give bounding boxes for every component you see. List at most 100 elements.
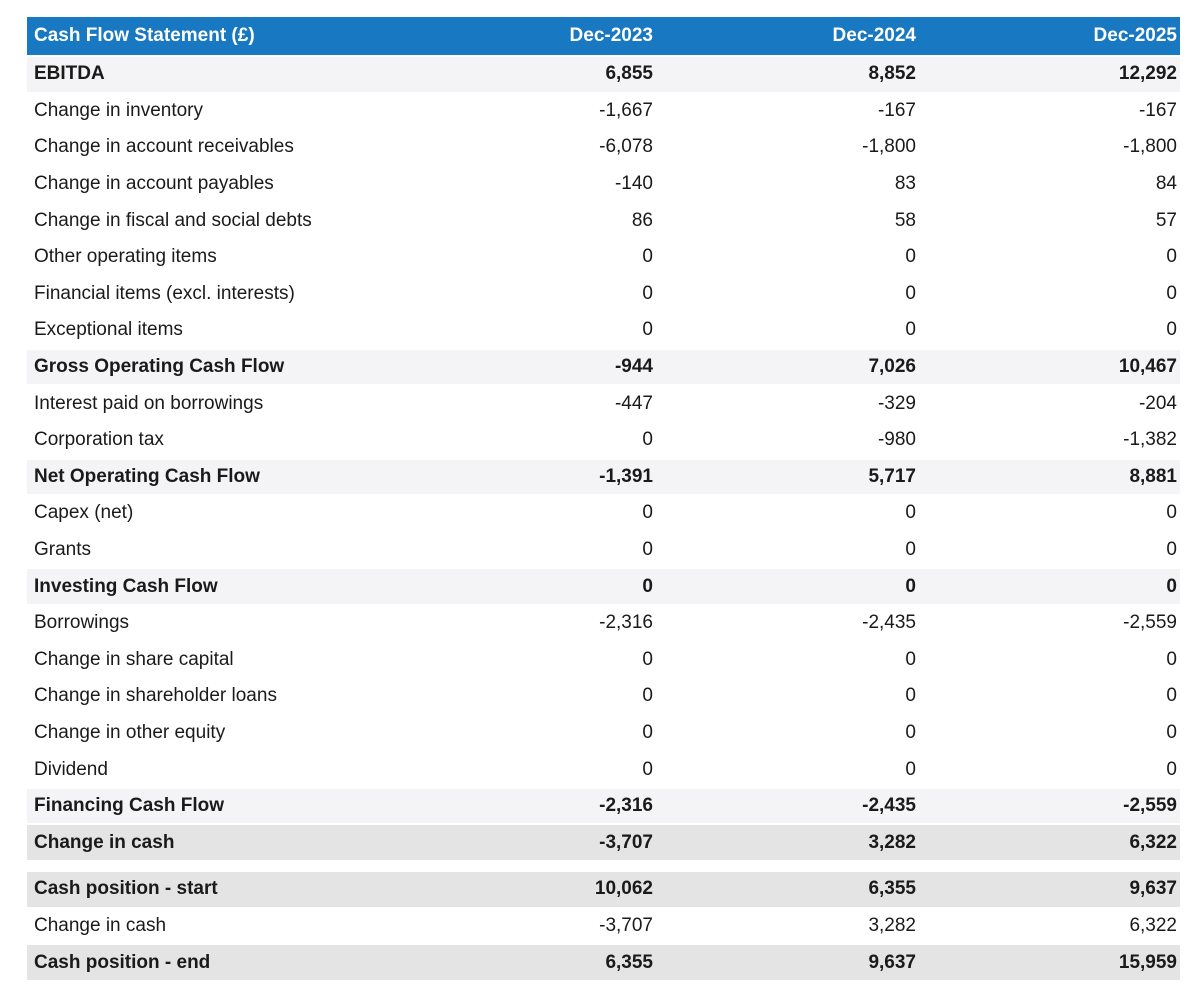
table-row: Change in cash -3,707 3,282 6,322: [27, 825, 1180, 861]
cell-value: 57: [919, 203, 1180, 238]
cell-value: 0: [393, 313, 656, 348]
cell-value: 0: [919, 569, 1180, 604]
table-title: Cash Flow Statement (£): [27, 17, 393, 55]
cell-value: 86: [393, 203, 656, 238]
row-label: Cash position - end: [27, 945, 393, 980]
cell-value: 0: [919, 642, 1180, 678]
table-row: Change in shareholder loans 0 0 0: [27, 679, 1180, 714]
table-row: Borrowings -2,316 -2,435 -2,559: [27, 605, 1180, 641]
cell-value: 12,292: [919, 57, 1180, 92]
cell-value: -1,800: [656, 130, 919, 165]
row-label: Change in inventory: [27, 93, 393, 129]
cell-value: 0: [656, 679, 919, 714]
column-header-dec-2025: Dec-2025: [919, 17, 1180, 55]
cell-value: 0: [656, 496, 919, 531]
cell-value: -329: [656, 386, 919, 421]
cell-value: 0: [919, 679, 1180, 714]
cell-value: -2,435: [656, 605, 919, 641]
row-label: Borrowings: [27, 605, 393, 641]
row-label: Change in shareholder loans: [27, 679, 393, 714]
cell-value: -1,800: [919, 130, 1180, 165]
column-header-dec-2024: Dec-2024: [656, 17, 919, 55]
cell-value: -1,667: [393, 93, 656, 129]
cell-value: 0: [919, 313, 1180, 348]
row-label: Exceptional items: [27, 313, 393, 348]
cell-value: 0: [393, 642, 656, 678]
cell-value: -447: [393, 386, 656, 421]
cell-value: 5,717: [656, 459, 919, 495]
row-label: Net Operating Cash Flow: [27, 459, 393, 495]
cell-value: 6,355: [393, 945, 656, 980]
cell-value: 15,959: [919, 945, 1180, 980]
table-row: Capex (net) 0 0 0: [27, 496, 1180, 531]
cell-value: -1,382: [919, 422, 1180, 458]
section-spacer: [27, 862, 1180, 871]
cell-value: 0: [393, 679, 656, 714]
cell-value: 0: [393, 239, 656, 275]
cell-value: 0: [919, 276, 1180, 312]
row-label: Other operating items: [27, 239, 393, 275]
row-label: Change in account payables: [27, 166, 393, 202]
table-row: Investing Cash Flow 0 0 0: [27, 569, 1180, 604]
row-label: Dividend: [27, 752, 393, 787]
cell-value: 6,355: [656, 872, 919, 907]
cell-value: 0: [656, 239, 919, 275]
cell-value: 6,322: [919, 825, 1180, 861]
cell-value: 0: [393, 752, 656, 787]
table-row: Change in fiscal and social debts 86 58 …: [27, 203, 1180, 238]
table-row: Financial items (excl. interests) 0 0 0: [27, 276, 1180, 312]
row-label: Financing Cash Flow: [27, 788, 393, 824]
cell-value: 8,852: [656, 57, 919, 92]
table-row: Change in cash -3,707 3,282 6,322: [27, 908, 1180, 944]
cash-flow-statement: Cash Flow Statement (£) Dec-2023 Dec-202…: [27, 15, 1180, 982]
table-row: Other operating items 0 0 0: [27, 239, 1180, 275]
cell-value: 9,637: [656, 945, 919, 980]
cell-value: 3,282: [656, 908, 919, 944]
cell-value: 58: [656, 203, 919, 238]
row-label: Investing Cash Flow: [27, 569, 393, 604]
cell-value: 8,881: [919, 459, 1180, 495]
cell-value: 0: [919, 532, 1180, 568]
row-label: EBITDA: [27, 57, 393, 92]
header-row: Cash Flow Statement (£) Dec-2023 Dec-202…: [27, 17, 1180, 55]
cell-value: -167: [656, 93, 919, 129]
cell-value: -6,078: [393, 130, 656, 165]
cell-value: 10,467: [919, 349, 1180, 385]
cell-value: 84: [919, 166, 1180, 202]
table-row: Interest paid on borrowings -447 -329 -2…: [27, 386, 1180, 421]
cell-value: 0: [656, 532, 919, 568]
cell-value: 0: [656, 752, 919, 787]
table-row: Gross Operating Cash Flow -944 7,026 10,…: [27, 349, 1180, 385]
table-row: Corporation tax 0 -980 -1,382: [27, 422, 1180, 458]
row-label: Change in cash: [27, 908, 393, 944]
cell-value: 0: [919, 752, 1180, 787]
cell-value: -167: [919, 93, 1180, 129]
cell-value: -2,316: [393, 788, 656, 824]
row-label: Change in fiscal and social debts: [27, 203, 393, 238]
row-label: Change in other equity: [27, 715, 393, 751]
cell-value: -2,559: [919, 605, 1180, 641]
cell-value: 0: [393, 496, 656, 531]
cell-value: -2,435: [656, 788, 919, 824]
cell-value: 0: [393, 276, 656, 312]
table-body: EBITDA 6,855 8,852 12,292 Change in inve…: [27, 57, 1180, 980]
cell-value: -2,316: [393, 605, 656, 641]
cell-value: 0: [656, 569, 919, 604]
row-label: Change in share capital: [27, 642, 393, 678]
cell-value: -1,391: [393, 459, 656, 495]
cell-value: 0: [393, 715, 656, 751]
cell-value: 0: [656, 642, 919, 678]
cell-value: -980: [656, 422, 919, 458]
row-label: Capex (net): [27, 496, 393, 531]
cell-value: 7,026: [656, 349, 919, 385]
cell-value: 0: [919, 715, 1180, 751]
row-label: Financial items (excl. interests): [27, 276, 393, 312]
table-row: Cash position - end 6,355 9,637 15,959: [27, 945, 1180, 980]
cell-value: 0: [656, 715, 919, 751]
cell-value: -2,559: [919, 788, 1180, 824]
cell-value: -204: [919, 386, 1180, 421]
table-row: Exceptional items 0 0 0: [27, 313, 1180, 348]
table-row: Change in inventory -1,667 -167 -167: [27, 93, 1180, 129]
table-row: Change in account payables -140 83 84: [27, 166, 1180, 202]
cell-value: 9,637: [919, 872, 1180, 907]
